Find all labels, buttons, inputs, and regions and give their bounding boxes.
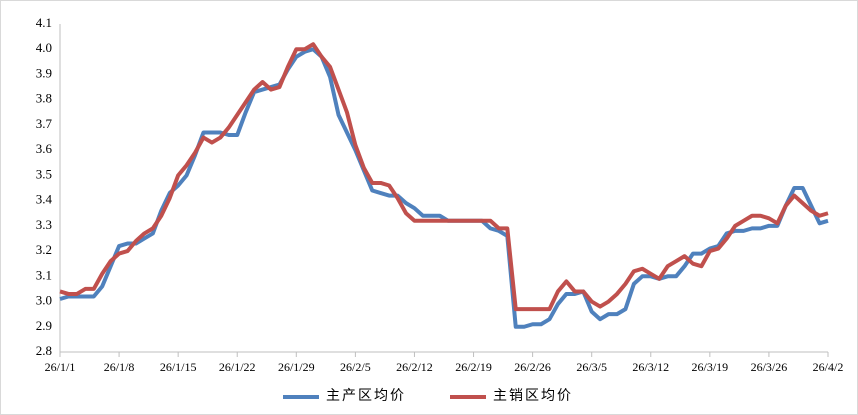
x-tick-label: 26/3/5 xyxy=(576,360,607,374)
x-tick-label: 26/1/1 xyxy=(45,360,76,374)
y-tick-label: 2.8 xyxy=(36,343,52,358)
x-tick-label: 26/1/15 xyxy=(160,360,197,374)
x-tick-label: 26/3/19 xyxy=(692,360,729,374)
x-tick-label: 26/2/26 xyxy=(514,360,551,374)
y-tick-label: 3.7 xyxy=(36,116,53,131)
x-tick-label: 26/1/8 xyxy=(104,360,135,374)
y-tick-label: 3.8 xyxy=(36,91,52,106)
x-tick-label: 26/2/5 xyxy=(340,360,371,374)
y-tick-label: 3.0 xyxy=(36,293,52,308)
y-tick-label: 3.6 xyxy=(36,141,53,156)
legend-label: 主产区均价 xyxy=(326,388,406,404)
x-tick-label: 26/2/19 xyxy=(455,360,492,374)
y-tick-label: 3.5 xyxy=(36,166,52,181)
y-tick-label: 3.3 xyxy=(36,217,52,232)
series-line xyxy=(59,42,829,312)
x-tick-label: 26/3/26 xyxy=(751,360,788,374)
x-tick-label: 26/3/12 xyxy=(632,360,669,374)
y-tick-label: 4.1 xyxy=(36,15,52,30)
series-line xyxy=(59,47,829,329)
y-tick-label: 3.1 xyxy=(36,267,52,282)
y-tick-label: 3.2 xyxy=(36,242,52,257)
y-tick-label: 3.9 xyxy=(36,65,52,80)
x-tick-label: 26/4/2 xyxy=(813,360,844,374)
x-tick-label: 26/2/12 xyxy=(396,360,433,374)
x-tick-label: 26/1/29 xyxy=(278,360,315,374)
y-tick-label: 4.0 xyxy=(36,40,52,55)
y-tick-label: 3.4 xyxy=(36,192,53,207)
x-tick-label: 26/1/22 xyxy=(219,360,256,374)
legend-label: 主销区均价 xyxy=(493,388,573,404)
y-tick-label: 2.9 xyxy=(36,318,52,333)
